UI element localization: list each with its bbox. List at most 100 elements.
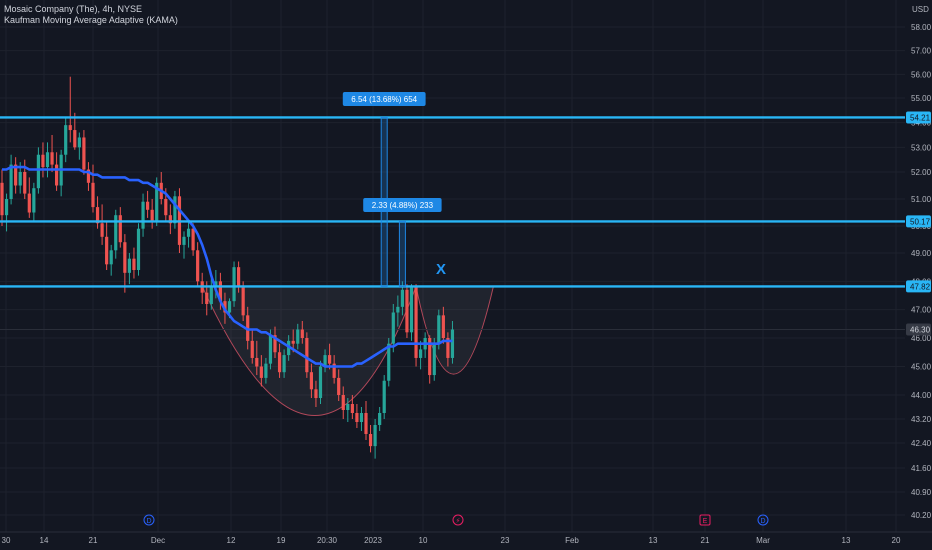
candle-body xyxy=(441,315,445,338)
y-tick-label: 43.20 xyxy=(911,415,932,424)
grid-lines xyxy=(0,0,905,532)
event-marker[interactable]: D xyxy=(143,514,155,526)
x-tick-label: 30 xyxy=(2,536,11,545)
x-tick-label: 10 xyxy=(419,536,428,545)
candle-body xyxy=(337,377,341,395)
candle-body xyxy=(419,349,423,358)
candle-body xyxy=(373,425,377,447)
currency-label: USD xyxy=(912,5,929,14)
level-price-tag-bg xyxy=(906,111,931,124)
level-price-tag-bg xyxy=(906,280,931,293)
level-price-tag-text: 54.21 xyxy=(910,113,931,122)
candle-body xyxy=(118,215,122,243)
candle-body xyxy=(227,301,232,313)
candle-body xyxy=(450,329,455,358)
candle-body xyxy=(396,306,400,313)
measure-label: 6.54 (13.68%) 654 xyxy=(342,92,426,106)
candle-body xyxy=(364,413,368,434)
candle-body xyxy=(355,413,359,422)
y-tick-label: 57.00 xyxy=(911,47,932,56)
candle-body xyxy=(323,355,327,367)
candle-body xyxy=(305,338,309,373)
level-price-tag-bg xyxy=(906,215,931,228)
candle-body xyxy=(4,199,9,216)
candle-body xyxy=(268,335,273,364)
candle-body xyxy=(186,228,191,237)
y-tick-label: 58.00 xyxy=(911,23,932,32)
candle-body xyxy=(55,164,59,186)
current-price-tag-bg xyxy=(906,323,931,336)
y-tick-label: 53.00 xyxy=(911,143,932,152)
candle-body xyxy=(400,289,404,307)
candle-body xyxy=(191,228,195,251)
candle-body xyxy=(9,164,13,199)
candle-body xyxy=(127,258,131,273)
event-marker-frame xyxy=(757,514,769,526)
candle-body xyxy=(36,154,40,189)
candle-body xyxy=(273,335,277,353)
candle-body xyxy=(64,125,68,155)
candle-body xyxy=(382,380,386,413)
event-marker[interactable]: E xyxy=(699,514,711,526)
candle-body xyxy=(214,281,218,287)
level-price-tag: 54.21 xyxy=(906,111,931,124)
event-marker[interactable]: ⚡ xyxy=(452,514,464,526)
chart-legend: Mosaic Company (The), 4h, NYSE Kaufman M… xyxy=(4,4,178,26)
x-tick-label: 14 xyxy=(40,536,49,545)
y-tick-label: 51.00 xyxy=(911,195,932,204)
candle-body xyxy=(237,267,241,287)
candle-body xyxy=(14,164,18,186)
candle-body xyxy=(437,315,441,344)
candle-body xyxy=(150,209,154,221)
current-price-tag: 46.30 xyxy=(906,323,931,336)
candle-body xyxy=(50,152,54,165)
measure-bar xyxy=(398,220,406,287)
y-tick-label: 40.90 xyxy=(911,488,932,497)
candle-body xyxy=(173,196,177,224)
candle-body xyxy=(391,312,395,344)
candle-body xyxy=(146,201,150,210)
cup-pattern xyxy=(201,285,417,416)
candle-body xyxy=(409,287,414,333)
candle-body xyxy=(350,404,354,413)
candle-body xyxy=(68,125,72,131)
y-tick-label: 49.00 xyxy=(911,249,932,258)
level-price-tag-text: 47.82 xyxy=(910,282,931,291)
event-marker-frame xyxy=(699,514,711,526)
candle-body xyxy=(296,329,300,344)
candle-body xyxy=(291,340,295,344)
candle-body xyxy=(368,434,373,447)
candle-body xyxy=(182,236,186,245)
candle-body xyxy=(18,172,22,186)
symbol-title[interactable]: Mosaic Company (The), 4h, NYSE xyxy=(4,4,143,14)
candle-body xyxy=(32,188,36,213)
indicator-title[interactable]: Kaufman Moving Average Adaptive (KAMA) xyxy=(4,15,178,25)
candle-body xyxy=(250,340,254,358)
candle-body xyxy=(73,130,77,148)
y-tick-label: 47.00 xyxy=(911,306,932,315)
y-tick-label: 56.00 xyxy=(911,70,932,79)
measure-label-text: 6.54 (13.68%) 654 xyxy=(351,95,417,104)
candle-body xyxy=(314,389,318,398)
candle-body xyxy=(136,228,141,270)
candle-body xyxy=(346,404,350,410)
kama-line xyxy=(2,165,453,368)
x-tick-label: Feb xyxy=(565,536,579,545)
candle-body xyxy=(446,338,450,358)
x-tick-label: 13 xyxy=(842,536,851,545)
candle-body xyxy=(282,355,286,373)
candle-body xyxy=(255,357,259,367)
y-tick-label: 41.60 xyxy=(911,464,932,473)
candle-body xyxy=(405,289,409,333)
measure-label-text: 2.33 (4.88%) 233 xyxy=(372,201,434,210)
candle-body xyxy=(41,154,45,168)
event-marker[interactable]: D xyxy=(757,514,769,526)
x-tick-label: 20:30 xyxy=(317,536,338,545)
y-tick-label: 44.00 xyxy=(911,391,932,400)
x-tick-label: 12 xyxy=(227,536,236,545)
candle-body xyxy=(123,242,127,273)
candle-body xyxy=(359,413,364,422)
